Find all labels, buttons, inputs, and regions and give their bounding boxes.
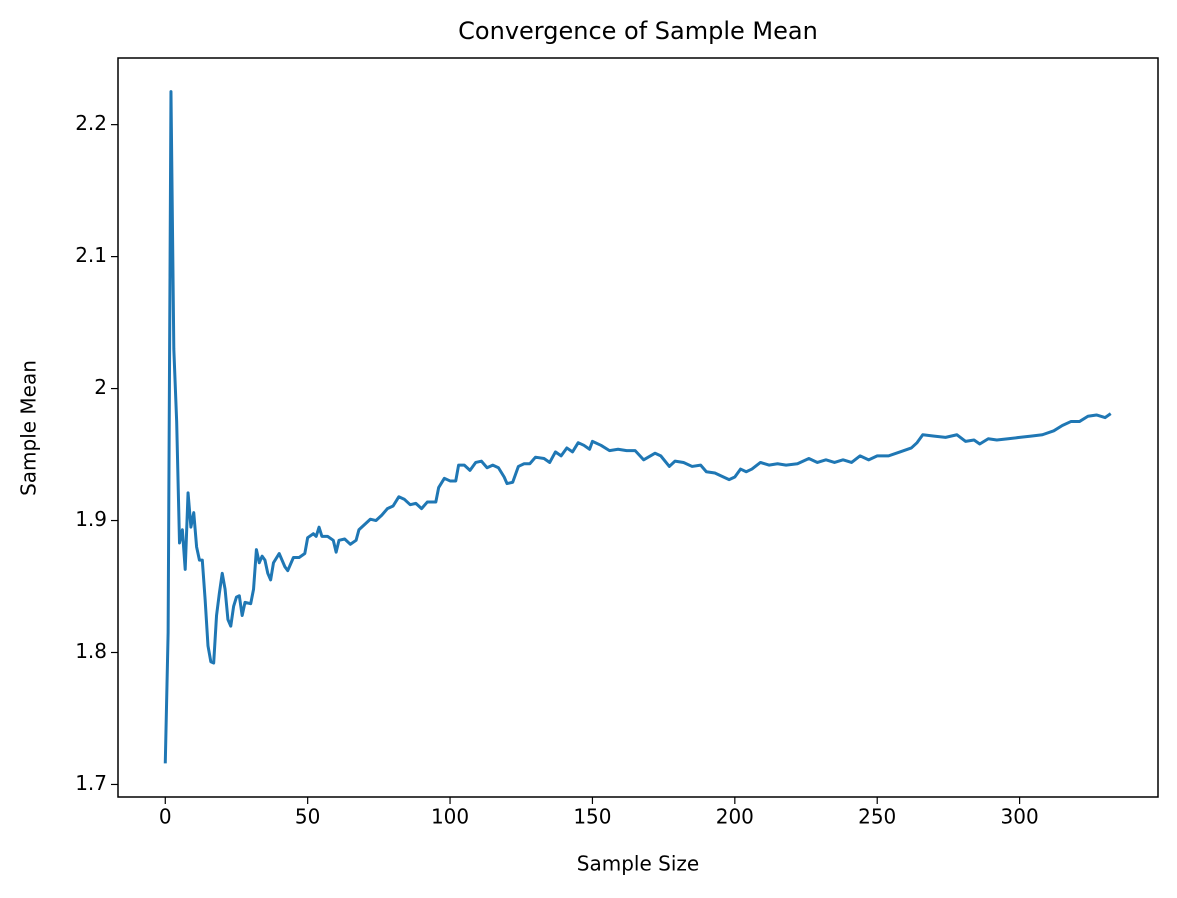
data-line xyxy=(163,90,1112,764)
y-tick-label: 1.8 xyxy=(75,639,107,663)
chart-title: Convergence of Sample Mean xyxy=(458,17,818,45)
y-tick-label: 2.1 xyxy=(75,243,107,267)
y-tick-label: 2.2 xyxy=(75,111,107,135)
plot-frame xyxy=(117,57,1159,798)
y-tick-label: 2 xyxy=(94,375,107,399)
x-tick-label: 0 xyxy=(159,805,172,829)
y-axis-label: Sample Mean xyxy=(17,360,41,496)
x-axis-label: Sample Size xyxy=(577,852,699,876)
x-tick-label: 50 xyxy=(295,805,320,829)
x-tick-label: 200 xyxy=(716,805,754,829)
x-tick-label: 100 xyxy=(431,805,469,829)
x-tick-label: 250 xyxy=(858,805,896,829)
y-tick-label: 1.7 xyxy=(75,771,107,795)
x-tick-label: 300 xyxy=(1001,805,1039,829)
y-tick-label: 1.9 xyxy=(75,507,107,531)
x-tick-label: 150 xyxy=(573,805,611,829)
